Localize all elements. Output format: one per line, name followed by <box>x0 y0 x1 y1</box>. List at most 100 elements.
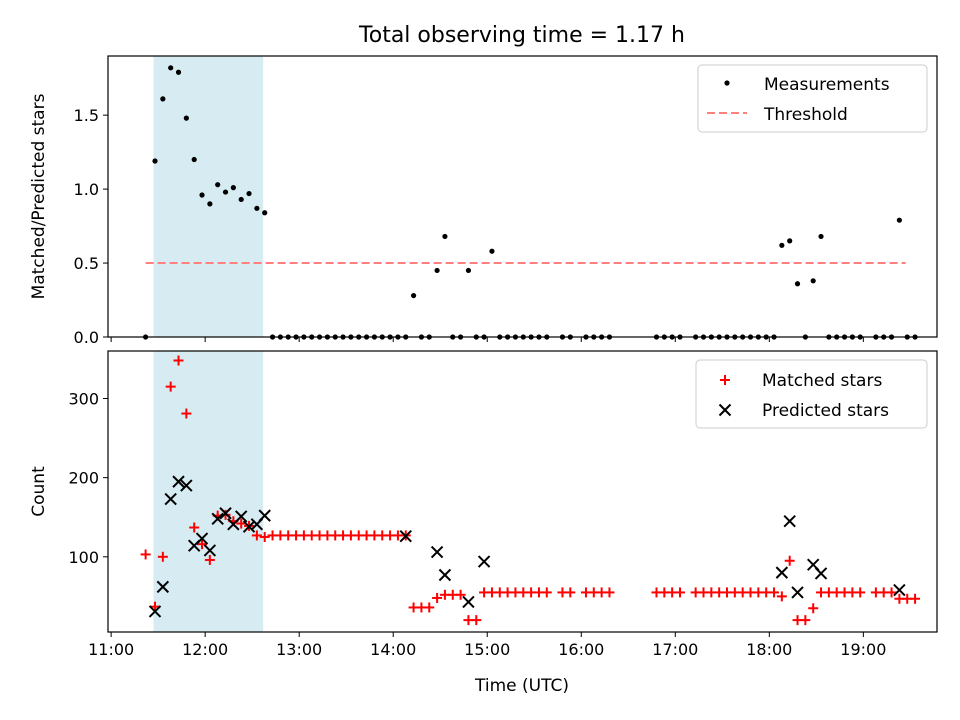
x-axis-label: Time (UTC) <box>474 676 569 696</box>
predicted-star-point <box>219 507 232 520</box>
predicted-star-point <box>164 492 177 506</box>
predicted-star-point <box>430 545 444 559</box>
matched-star-point <box>541 587 552 598</box>
predicted-star-point <box>148 605 162 618</box>
measurement-point <box>191 156 197 163</box>
y-tick-label: 0.0 <box>74 328 99 347</box>
x-tick-label: 15:00 <box>464 640 510 659</box>
x-tick-label: 16:00 <box>558 640 604 659</box>
x-tick-label: 12:00 <box>182 640 228 659</box>
matched-star-point <box>140 549 151 560</box>
predicted-star-point <box>172 475 185 488</box>
matched-star-point <box>886 587 897 598</box>
measurement-point <box>818 233 824 240</box>
measurement-point <box>465 267 472 274</box>
predicted-star-point <box>477 555 491 568</box>
measurement-point <box>222 189 229 195</box>
x-tick-label: 14:00 <box>370 640 416 659</box>
x-tick-label: 18:00 <box>746 640 792 659</box>
predicted-star-point <box>791 586 804 599</box>
x-tick-label: 11:00 <box>88 640 134 659</box>
matched-star-point <box>471 615 482 626</box>
predicted-star-point <box>195 532 209 545</box>
measurement-point <box>175 69 182 75</box>
matched-star-point <box>204 554 215 565</box>
matched-star-point <box>808 603 819 614</box>
y-tick-label: 100 <box>68 548 99 567</box>
predicted-star-point <box>242 520 256 533</box>
bottom-shaded-span <box>153 351 264 632</box>
measurement-point <box>787 238 793 244</box>
matched-star-point <box>855 587 866 598</box>
predicted-star-point <box>234 510 248 523</box>
y-tick-label: 1.5 <box>74 106 99 125</box>
y-tick-label: 1.0 <box>74 180 99 199</box>
matched-star-point <box>910 593 921 604</box>
chart-title: Total observing time = 1.17 h <box>358 23 685 48</box>
legend-x-marker <box>718 403 732 417</box>
predicted-star-point <box>203 544 217 557</box>
measurement-point <box>160 96 166 102</box>
measurement-point <box>246 190 252 197</box>
matched-star-point <box>604 587 615 598</box>
matched-star-point <box>800 615 811 626</box>
measurement-point <box>207 201 213 207</box>
bottom-legend: Matched stars Predicted stars <box>695 359 928 429</box>
matched-star-point <box>189 522 200 533</box>
matched-star-point <box>776 591 787 602</box>
matched-star-point <box>769 587 780 598</box>
predicted-star-point <box>180 479 193 492</box>
matched-star-point <box>674 587 685 598</box>
y-tick-label: 300 <box>68 389 99 408</box>
matched-star-point <box>173 355 184 366</box>
predicted-star-point <box>775 566 789 579</box>
measurement-point <box>238 196 244 203</box>
measurement-point <box>434 267 440 274</box>
top-legend: Measurements Threshold <box>697 64 928 133</box>
measurement-point <box>410 292 417 299</box>
predicted-star-point <box>399 530 412 543</box>
predicted-star-point <box>893 583 906 597</box>
matched-star-point <box>181 408 192 419</box>
top-y-axis-label: Matched/Predicted stars <box>29 93 49 299</box>
predicted-star-point <box>438 568 452 582</box>
bottom-plot-frame <box>107 350 938 633</box>
measurement-point <box>168 65 174 71</box>
matched-star-point <box>784 555 795 566</box>
matched-star-point <box>157 551 168 562</box>
predicted-star-point <box>211 512 224 526</box>
measurement-point <box>794 281 801 287</box>
matched-star-point <box>259 532 270 543</box>
measurement-point <box>254 205 260 211</box>
measurement-point <box>152 158 158 164</box>
matched-star-point <box>565 587 576 598</box>
measurement-point <box>442 233 448 240</box>
legend-label: Threshold <box>763 105 848 125</box>
legend-box <box>695 359 928 429</box>
matched-star-point <box>455 589 466 600</box>
y-tick-label: 200 <box>68 469 99 488</box>
measurement-point <box>199 192 205 198</box>
matched-star-point <box>251 530 262 541</box>
x-tick-label: 19:00 <box>840 640 886 659</box>
measurement-point <box>262 210 268 216</box>
matched-star-point <box>432 592 443 603</box>
legend-label: Measurements <box>764 75 890 95</box>
legend-dot-marker <box>724 80 730 86</box>
x-tick-label: 13:00 <box>276 640 322 659</box>
matched-star-point <box>197 539 208 550</box>
top-plot-frame <box>107 55 938 338</box>
legend-plus-marker <box>720 375 730 385</box>
count-panel: 11:00 12:00 13:00 14:00 15:00 16:00 17:00 18:00… <box>29 350 938 659</box>
predicted-star-point <box>462 595 475 609</box>
bottom-y-axis-label: Count <box>29 466 49 517</box>
measurement-point <box>230 185 236 191</box>
matched-star-point <box>150 601 161 612</box>
predicted-star-point <box>156 580 170 594</box>
top-shaded-span <box>153 56 264 337</box>
predicted-star-point <box>814 567 828 580</box>
legend-label: Matched stars <box>762 371 882 391</box>
measurement-point <box>489 248 495 254</box>
matched-star-point <box>424 602 435 613</box>
y-tick-label: 0.5 <box>74 254 99 273</box>
